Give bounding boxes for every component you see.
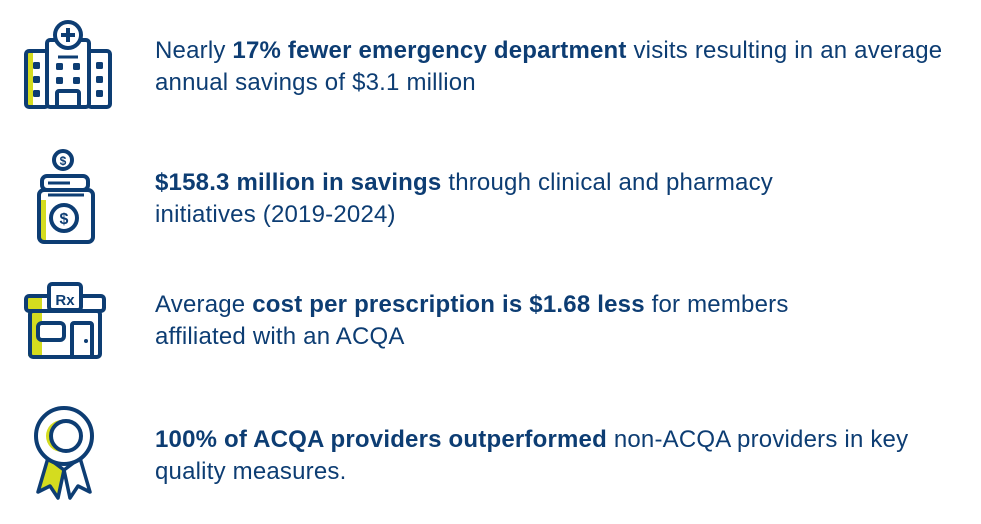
text-segment: non-ACQA providers in key quality measur… [155,426,909,485]
text-highlight: 100% of ACQA providers outperformed [155,426,607,453]
hospital-icon [24,20,112,109]
award-ribbon-icon [34,406,94,500]
stat-savings: $158.3 million in savings through clinic… [155,167,875,231]
text-segment: visits resulting in an average annual sa… [155,37,943,96]
text-highlight: $158.3 million in savings [155,169,442,196]
savings-jar-icon: $ $ [37,149,95,244]
svg-text:$: $ [60,154,67,168]
stat-emergency-visits: Nearly 17% fewer emergency department vi… [155,35,975,99]
text-segment: Average [155,291,253,318]
svg-text:Rx: Rx [55,292,75,309]
text-segment: through clinical and pharmacy initiative… [155,169,773,228]
pharmacy-icon: Rx [24,282,106,359]
text-highlight: cost per prescription is $1.68 less [252,291,645,318]
text-segment: for members affiliated with an ACQA [155,291,789,350]
stat-prescription-cost: Average cost per prescription is $1.68 l… [155,289,875,353]
text-highlight: 17% fewer emergency department [232,37,627,64]
stat-provider-quality: 100% of ACQA providers outperformed non-… [155,424,975,488]
svg-text:$: $ [60,211,69,228]
text-segment: Nearly [155,37,233,64]
